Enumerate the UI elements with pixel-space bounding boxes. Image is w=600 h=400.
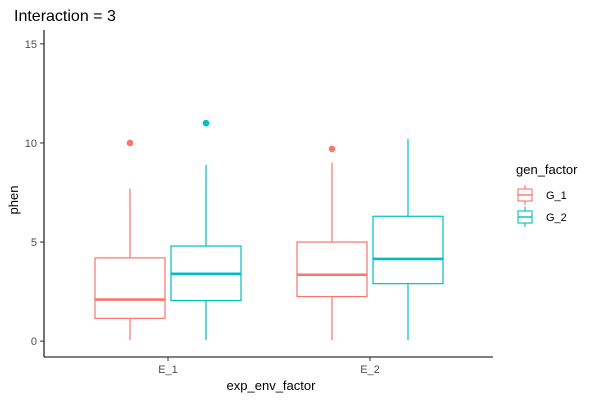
legend-label: G_2 [546,212,567,224]
x-tick-label: E_2 [360,364,380,376]
x-tick-label: E_1 [158,364,178,376]
box-iqr [372,215,444,285]
y-tick-label: 5 [31,237,37,249]
box-G_2-E_1 [170,119,242,341]
legend: gen_factor G_1 G_2 [516,162,578,227]
box-iqr [296,241,368,298]
y-tick-label: 10 [25,138,37,150]
box-G_1-E_1 [94,139,166,341]
legend-title: gen_factor [516,162,578,177]
chart-title: Interaction = 3 [14,8,116,25]
outlier-point [328,145,336,153]
x-axis-title: exp_env_factor [227,378,317,393]
y-tick-label: 0 [31,336,37,348]
legend-key-G_2 [517,207,533,227]
legend-label: G_1 [546,190,567,202]
outlier-point [202,119,210,127]
box-G_2-E_2 [372,139,444,341]
y-axis-title: phen [6,186,21,215]
plot-panel: 0 5 10 15 E_1 E_2 [25,30,493,376]
box-G_1-E_2 [296,145,368,341]
y-tick-label: 15 [25,39,37,51]
outlier-point [126,139,134,147]
box-iqr [94,257,166,319]
legend-key-G_1 [517,185,533,205]
